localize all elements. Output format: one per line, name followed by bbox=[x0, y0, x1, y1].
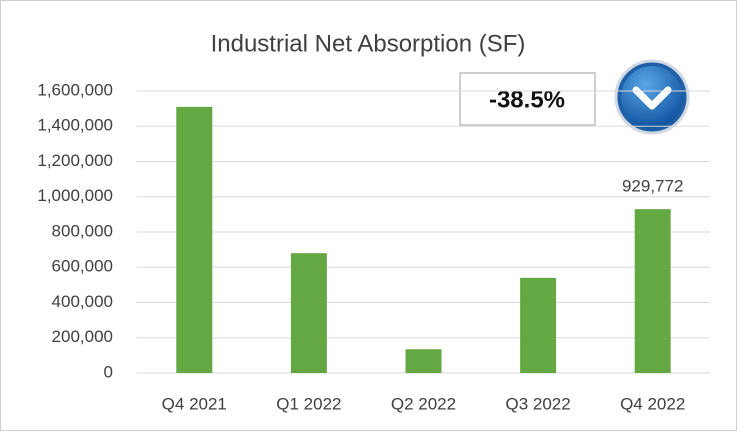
y-tick-label: 800,000 bbox=[52, 221, 113, 240]
y-tick-label: 600,000 bbox=[52, 257, 113, 276]
annotation-box bbox=[459, 72, 596, 126]
y-tick-label: 1,400,000 bbox=[37, 116, 113, 135]
y-tick-label: 1,200,000 bbox=[37, 151, 113, 170]
y-tick-label: 200,000 bbox=[52, 327, 113, 346]
x-tick-label: Q2 2022 bbox=[391, 394, 456, 413]
value-label: 929,772 bbox=[622, 177, 683, 196]
x-tick-label: Q4 2022 bbox=[620, 394, 685, 413]
x-tick-label: Q4 2021 bbox=[162, 394, 227, 413]
y-tick-label: 1,600,000 bbox=[37, 80, 113, 99]
y-tick-label: 400,000 bbox=[52, 292, 113, 311]
y-tick-label: 1,000,000 bbox=[37, 186, 113, 205]
check-icon bbox=[614, 59, 690, 135]
x-tick-label: Q3 2022 bbox=[505, 394, 570, 413]
chart-title: Industrial Net Absorption (SF) bbox=[211, 30, 526, 57]
bar bbox=[405, 349, 442, 373]
annotation: -38.5% bbox=[489, 86, 565, 113]
bar bbox=[290, 253, 327, 373]
bar bbox=[176, 106, 213, 374]
bar bbox=[520, 277, 557, 373]
y-tick-label: 0 bbox=[104, 362, 113, 381]
x-tick-label: Q1 2022 bbox=[276, 394, 341, 413]
bar bbox=[634, 209, 671, 373]
